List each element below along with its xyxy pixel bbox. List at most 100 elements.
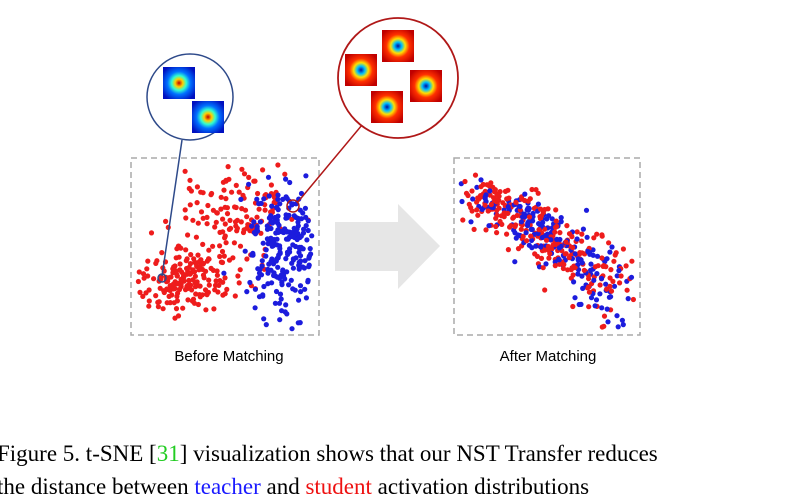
scatter-dot <box>546 213 552 219</box>
scatter-dot <box>268 182 274 188</box>
scatter-dot <box>469 188 475 194</box>
scatter-dot <box>604 306 610 312</box>
scatter-dot <box>148 230 155 236</box>
scatter-dot <box>545 243 552 250</box>
scatter-dot <box>558 219 564 225</box>
scatter-dot <box>277 201 283 207</box>
scatter-dot <box>269 203 275 209</box>
scatter-dot <box>290 201 296 207</box>
scatter-dot <box>526 214 533 220</box>
scatter-dot <box>209 190 215 197</box>
scatter-dot <box>217 278 223 284</box>
scatter-dot <box>533 187 539 193</box>
scatter-dot <box>223 196 229 202</box>
scatter-dot <box>276 300 283 306</box>
scatter-dot <box>254 214 260 220</box>
scatter-dot <box>518 219 525 225</box>
scatter-dot <box>187 271 193 277</box>
scatter-dot <box>221 187 227 193</box>
scatter-dot <box>255 266 261 272</box>
scatter-dot <box>308 251 314 257</box>
scatter-dot <box>277 249 283 255</box>
scatter-dot <box>497 218 503 225</box>
scatter-dot <box>475 212 481 218</box>
highlight <box>286 199 300 213</box>
scatter-dot <box>213 219 219 225</box>
scatter-dot <box>303 173 309 179</box>
scatter-dot <box>302 286 308 292</box>
scatter-dot <box>205 202 211 209</box>
scatter-dot <box>298 233 304 239</box>
scatter-dot <box>553 218 559 224</box>
scatter-dot <box>548 237 554 243</box>
scatter-dot <box>291 225 297 231</box>
caption-teacher: teacher <box>194 474 261 499</box>
scatter-dot <box>276 222 282 228</box>
scatter-dot <box>543 237 550 243</box>
scatter-dot <box>520 233 526 239</box>
scatter-dot <box>494 230 500 236</box>
scatter-dot <box>472 172 479 178</box>
scatter-dot <box>268 225 274 232</box>
scatter-dot <box>212 224 218 230</box>
scatter-dot <box>217 229 223 235</box>
scatter-dot <box>599 275 605 282</box>
scatter-dot <box>580 285 586 291</box>
caption-text: and <box>261 474 306 499</box>
scatter-dot <box>468 205 474 211</box>
scatter-dot <box>298 216 305 222</box>
scatter-dot <box>180 305 186 311</box>
scatter-dot <box>538 213 545 219</box>
scatter-dot <box>204 214 210 220</box>
scatter-dot <box>579 231 585 237</box>
scatter-dot <box>273 258 279 264</box>
scatter-dot <box>163 218 169 224</box>
scatter-dot <box>160 306 166 312</box>
scatter-dot <box>549 216 555 222</box>
scatter-dot <box>480 181 486 188</box>
scatter-dot <box>301 226 307 232</box>
scatter-dot <box>302 205 308 211</box>
scatter-dot <box>261 316 267 322</box>
scatter-dot <box>297 283 304 289</box>
scatter-dot <box>296 244 302 250</box>
scatter-dot <box>604 286 610 292</box>
scatter-dot <box>597 291 603 297</box>
scatter-dot <box>542 287 548 293</box>
scatter-dot <box>199 292 205 298</box>
scatter-dot <box>198 189 204 195</box>
scatter-dot <box>529 237 535 243</box>
scatter-dot <box>525 205 531 211</box>
scatter-dot <box>277 291 284 297</box>
scatter-dot <box>263 253 269 259</box>
scatter-dot <box>305 218 311 224</box>
scatter-dot <box>512 259 518 265</box>
scatter-dot <box>556 245 563 251</box>
scatter-dot <box>224 205 230 211</box>
scatter-dot <box>504 231 510 237</box>
scatter-dot <box>592 303 598 309</box>
scatter-dot <box>244 256 250 262</box>
scatter-dot <box>272 300 278 306</box>
scatter-dot <box>151 276 157 282</box>
scatter-dot <box>222 233 228 239</box>
scatter-dot <box>588 261 594 267</box>
scatter-dot <box>261 196 267 202</box>
scatter-dot <box>182 168 188 174</box>
scatter-dot <box>540 265 546 271</box>
scatter-dot <box>277 317 283 323</box>
scatter-dot <box>268 258 274 265</box>
scatter-dot <box>241 171 248 177</box>
scatter-dot <box>599 324 605 330</box>
scatter-dot <box>282 171 288 177</box>
scatter-dot <box>296 297 302 303</box>
scatter-dot <box>505 247 511 253</box>
scatter-dot <box>206 282 212 288</box>
scatter-dot <box>303 295 309 301</box>
scatter-dot <box>256 270 263 276</box>
scatter-dot <box>291 213 297 219</box>
scatter-dot <box>620 322 626 328</box>
scatter-dot <box>474 207 480 213</box>
scatter-dot <box>203 307 209 313</box>
scatter-dot <box>595 263 601 269</box>
